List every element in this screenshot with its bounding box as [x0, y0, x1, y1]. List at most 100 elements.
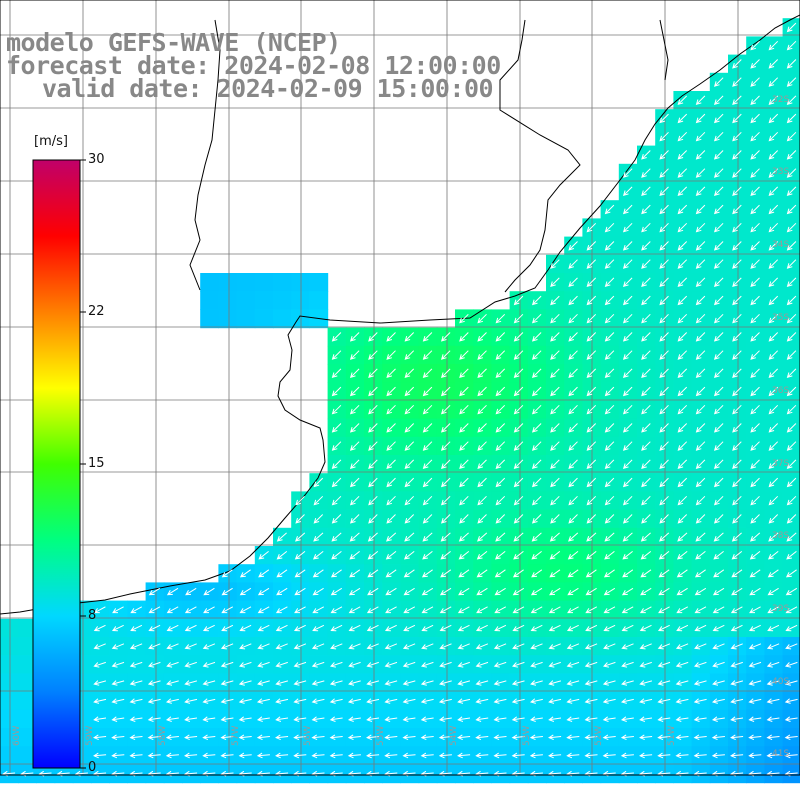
- wind-arrow: [475, 680, 489, 686]
- wind-arrow: [713, 514, 724, 524]
- wind-arrow: [512, 569, 524, 578]
- wind-arrow: [659, 332, 669, 342]
- wind-arrow: [641, 222, 651, 233]
- wind-arrow: [476, 569, 488, 578]
- wind-arrow: [766, 680, 780, 686]
- wind-arrow: [730, 716, 744, 722]
- wind-arrow: [604, 404, 615, 415]
- wind-arrow: [421, 606, 434, 614]
- wind-arrow: [659, 386, 669, 397]
- wind-arrow: [368, 423, 378, 433]
- wind-arrow: [732, 477, 742, 488]
- wind-arrow: [768, 40, 779, 51]
- wind-speed-cell: [200, 273, 219, 292]
- wind-arrow: [640, 551, 652, 560]
- wind-arrow: [475, 698, 489, 704]
- wind-arrow: [694, 624, 707, 632]
- wind-arrow: [748, 716, 762, 722]
- wind-arrow: [622, 259, 633, 269]
- wind-vectors: [2, 22, 798, 777]
- wind-arrow: [420, 734, 434, 741]
- wind-arrow: [604, 259, 615, 269]
- wind-arrow: [750, 77, 760, 87]
- wind-arrow: [785, 624, 798, 632]
- wind-arrow: [347, 698, 361, 704]
- colorbar-tick-0: 0: [88, 760, 97, 775]
- wind-arrow: [548, 734, 562, 741]
- wind-arrow: [493, 680, 507, 686]
- wind-arrow: [768, 95, 779, 106]
- wind-arrow: [275, 661, 288, 668]
- wind-arrow: [750, 222, 760, 233]
- wind-arrow: [659, 532, 670, 542]
- wind-arrow: [531, 423, 542, 433]
- river-border: [189, 19, 221, 291]
- wind-arrow: [477, 514, 487, 524]
- wind-arrow: [713, 532, 724, 542]
- wind-arrow: [495, 423, 506, 433]
- wind-arrow: [713, 259, 724, 269]
- wind-arrow: [695, 277, 706, 288]
- lat-label: 35S: [772, 313, 790, 323]
- wind-arrow: [548, 643, 561, 650]
- wind-arrow: [129, 698, 143, 704]
- wind-arrow: [695, 551, 706, 560]
- wind-arrow: [568, 441, 578, 451]
- wind-arrow: [568, 259, 578, 269]
- wind-arrow: [440, 477, 451, 488]
- wind-arrow: [550, 404, 560, 415]
- wind-arrow: [713, 386, 724, 397]
- lon-label: 56W: [303, 725, 313, 746]
- wind-arrow: [622, 368, 633, 379]
- wind-arrow: [368, 386, 378, 397]
- wind-arrow: [513, 514, 524, 524]
- wind-arrow: [384, 734, 398, 741]
- wind-arrow: [513, 441, 524, 451]
- wind-arrow: [640, 532, 651, 542]
- wind-arrow: [585, 587, 597, 596]
- wind-arrow: [641, 241, 651, 251]
- wind-arrow: [93, 643, 106, 650]
- wind-arrow: [494, 624, 507, 632]
- wind-arrow: [695, 241, 706, 251]
- wind-arrow: [732, 350, 742, 360]
- wind-arrow: [129, 643, 143, 650]
- wind-arrow: [713, 551, 724, 560]
- wind-arrow: [366, 716, 380, 722]
- wind-arrow: [695, 150, 706, 160]
- wind-arrow: [403, 569, 415, 578]
- wind-arrow: [184, 624, 197, 632]
- wind-arrow: [786, 77, 797, 87]
- wind-arrow: [659, 350, 669, 360]
- wind-arrow: [568, 277, 578, 288]
- wind-arrow: [620, 716, 634, 722]
- wind-arrow: [768, 277, 779, 288]
- wind-arrow: [695, 186, 706, 197]
- wind-arrow: [184, 661, 197, 668]
- wind-arrow: [677, 95, 688, 106]
- wind-arrow: [404, 459, 415, 470]
- wind-arrow: [713, 241, 724, 251]
- wind-arrow: [766, 716, 780, 722]
- wind-arrow: [677, 441, 688, 451]
- wind-arrow: [713, 277, 724, 288]
- wind-arrow: [512, 587, 525, 596]
- wind-arrow: [712, 680, 725, 686]
- wind-arrow: [294, 587, 306, 596]
- wind-arrow: [641, 441, 651, 451]
- wind-arrow: [786, 295, 797, 306]
- wind-arrow: [713, 423, 724, 433]
- wind-arrow: [730, 698, 744, 704]
- wind-arrow: [422, 495, 433, 506]
- wind-arrow: [385, 551, 397, 560]
- wind-arrow: [677, 204, 688, 215]
- wind-arrow: [604, 241, 615, 251]
- wind-arrow: [93, 734, 107, 741]
- wind-arrow: [147, 752, 161, 759]
- lon-label: 54W: [449, 725, 459, 746]
- wind-arrow: [676, 551, 688, 560]
- wind-arrow: [477, 332, 487, 342]
- wind-arrow: [786, 551, 797, 560]
- wind-arrow: [695, 368, 706, 379]
- wind-arrow: [311, 680, 325, 686]
